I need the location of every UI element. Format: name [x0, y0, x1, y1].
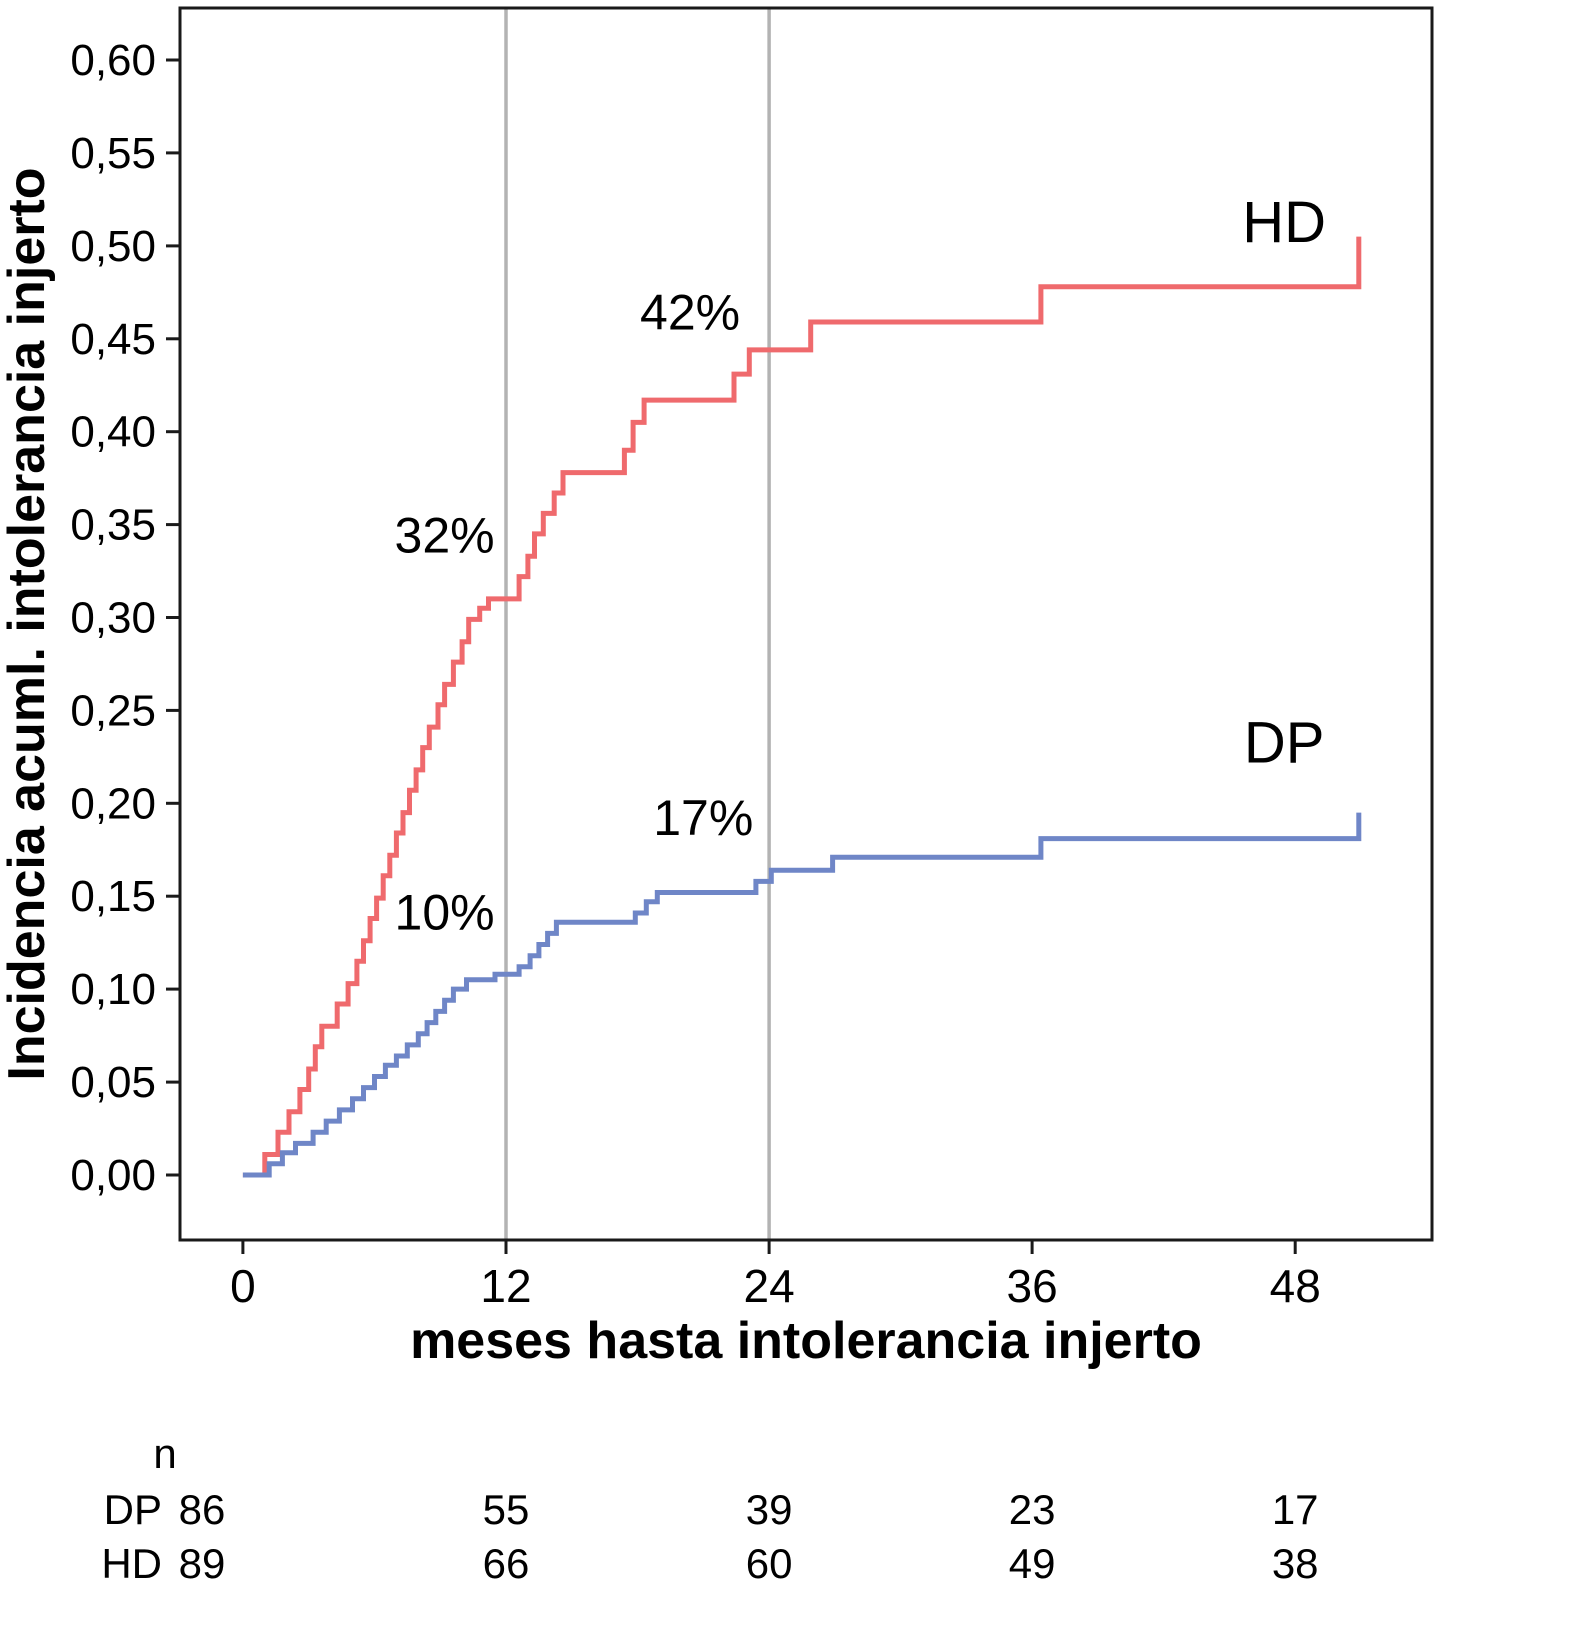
y-tick-label: 0,45 — [70, 315, 156, 364]
x-tick-label: 48 — [1270, 1260, 1321, 1312]
risk-count-dp-t48: 17 — [1272, 1486, 1319, 1533]
y-tick-label: 0,40 — [70, 408, 156, 457]
risk-count-hd-t24: 60 — [746, 1540, 793, 1587]
y-axis-title: Incidencia acuml. intolerancia injerto — [0, 167, 56, 1080]
series-label-dp: DP — [1244, 710, 1325, 775]
annotation-42%: 42% — [640, 285, 740, 341]
risk-count-hd-t48: 38 — [1272, 1540, 1319, 1587]
y-tick-label: 0,20 — [70, 779, 156, 828]
annotation-32%: 32% — [395, 508, 495, 564]
series-label-hd: HD — [1242, 190, 1326, 255]
y-tick-label: 0,35 — [70, 501, 156, 550]
y-tick-label: 0,55 — [70, 129, 156, 178]
y-tick-label: 0,60 — [70, 36, 156, 85]
annotation-17%: 17% — [653, 790, 753, 846]
risk-row-label-dp: DP — [104, 1486, 162, 1533]
y-tick-label: 0,30 — [70, 594, 156, 643]
x-tick-label: 24 — [744, 1260, 795, 1312]
risk-count-hd-t0: 89 — [179, 1540, 226, 1587]
annotation-10%: 10% — [395, 885, 495, 941]
y-tick-label: 0,00 — [70, 1151, 156, 1200]
x-tick-label: 12 — [480, 1260, 531, 1312]
y-tick-label: 0,50 — [70, 222, 156, 271]
x-axis-title: meses hasta intolerancia injerto — [410, 1312, 1202, 1370]
risk-count-dp-t0: 86 — [179, 1486, 226, 1533]
y-tick-label: 0,25 — [70, 686, 156, 735]
risk-count-dp-t12: 55 — [483, 1486, 530, 1533]
series-curve-hd — [242, 236, 1362, 1178]
risk-table-header: n — [153, 1430, 176, 1477]
risk-count-hd-t12: 66 — [483, 1540, 530, 1587]
risk-count-dp-t24: 39 — [746, 1486, 793, 1533]
x-tick-label: 36 — [1007, 1260, 1058, 1312]
y-tick-label: 0,05 — [70, 1058, 156, 1107]
risk-row-label-hd: HD — [101, 1540, 162, 1587]
y-tick-label: 0,15 — [70, 872, 156, 921]
plot-frame — [178, 6, 1434, 1242]
series-curve-dp — [242, 812, 1362, 1178]
x-tick-label: 0 — [230, 1260, 256, 1312]
y-tick-label: 0,10 — [70, 965, 156, 1014]
risk-count-dp-t36: 23 — [1009, 1486, 1056, 1533]
risk-count-hd-t36: 49 — [1009, 1540, 1056, 1587]
